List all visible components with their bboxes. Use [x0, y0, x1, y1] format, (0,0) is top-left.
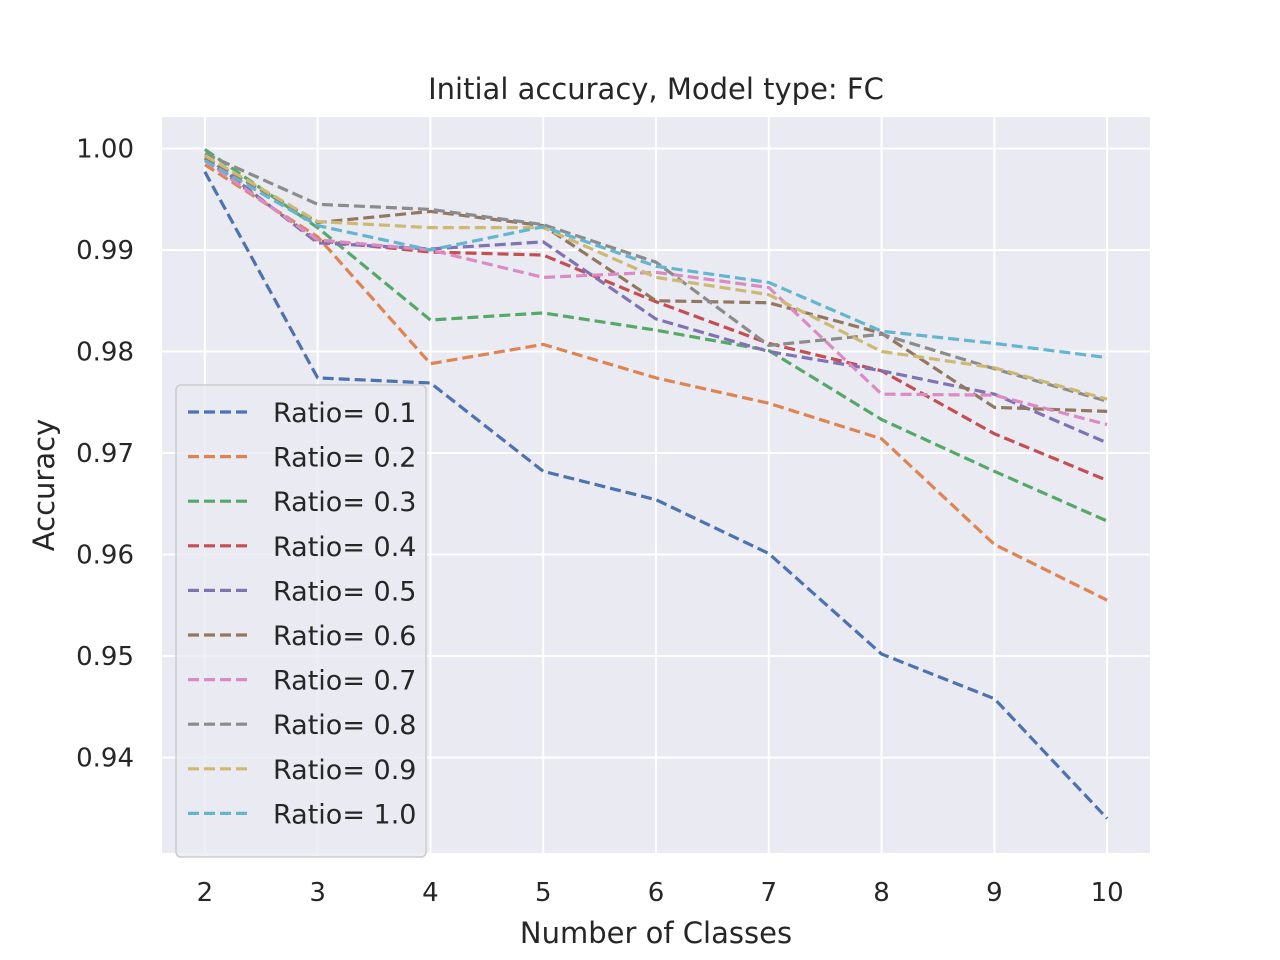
x-tick-label: 5 — [535, 878, 552, 908]
legend-label: Ratio= 0.6 — [273, 621, 416, 652]
x-axis-ticks: 2 3 4 5 6 7 8 9 10 — [197, 878, 1124, 908]
series-line-7 — [203, 159, 1108, 427]
legend-box — [175, 384, 427, 858]
series-line-9 — [204, 154, 1108, 401]
x-tick-label: 4 — [422, 878, 439, 908]
legend-label: Ratio= 0.5 — [273, 576, 416, 607]
legend: Ratio= 0.1 Ratio= 0.2 Ratio= 0.3 Ratio= 0.4… — [175, 384, 427, 858]
legend-label: Ratio= 0.1 — [273, 398, 416, 429]
x-tick-label: 9 — [986, 878, 1003, 908]
legend-label: Ratio= 0.3 — [273, 487, 416, 518]
y-tick-label: 0.94 — [76, 744, 134, 774]
y-axis-ticks: 0.94 0.95 0.96 0.97 0.98 0.99 1.00 — [76, 134, 134, 773]
y-tick-label: 1.00 — [76, 134, 134, 164]
series-lines — [203, 148, 1109, 820]
x-tick-label: 7 — [761, 878, 778, 908]
series-line-6 — [204, 156, 1108, 413]
legend-label: Ratio= 0.9 — [273, 755, 416, 786]
chart-title: Initial accuracy, Model type: FC — [428, 72, 884, 106]
legend-label: Ratio= 0.7 — [273, 666, 416, 697]
x-tick-label: 2 — [197, 878, 214, 908]
legend-label: Ratio= 0.8 — [273, 710, 416, 741]
x-axis-label: Number of Classes — [520, 916, 792, 950]
x-tick-label: 6 — [648, 878, 665, 908]
y-tick-label: 0.96 — [76, 541, 134, 571]
legend-label: Ratio= 0.2 — [273, 443, 416, 474]
x-tick-label: 3 — [309, 878, 326, 908]
y-tick-label: 0.98 — [76, 338, 134, 368]
series-line-2 — [203, 163, 1108, 602]
y-tick-label: 0.95 — [76, 642, 134, 672]
series-line-3 — [203, 148, 1108, 523]
y-axis-label: Accuracy — [27, 419, 61, 551]
x-tick-label: 8 — [873, 878, 890, 908]
series-line-5 — [203, 154, 1108, 445]
series-line-10 — [204, 159, 1108, 360]
legend-label: Ratio= 0.4 — [273, 532, 416, 563]
y-tick-label: 0.97 — [76, 439, 134, 469]
y-tick-label: 0.99 — [76, 236, 134, 266]
x-tick-label: 10 — [1091, 878, 1124, 908]
series-line-1 — [203, 171, 1109, 820]
legend-label: Ratio= 1.0 — [273, 799, 416, 830]
series-line-8 — [204, 152, 1108, 403]
grid-lines — [162, 117, 1150, 853]
